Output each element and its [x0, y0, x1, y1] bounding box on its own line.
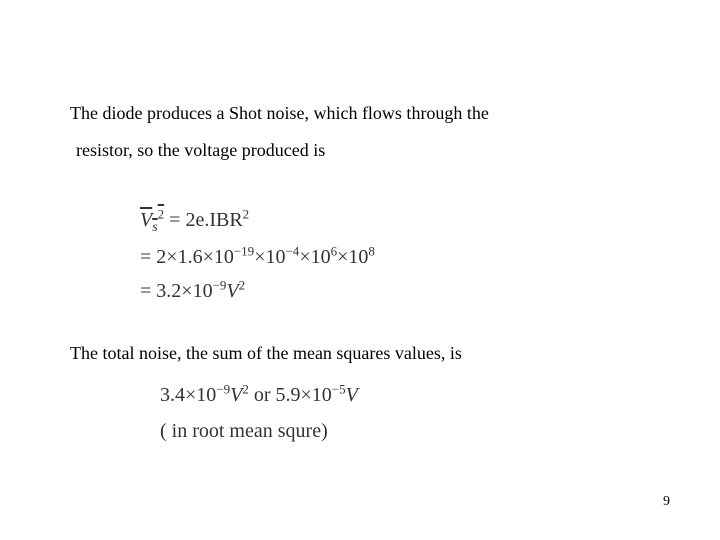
eq2-line-2: ( in root mean squre) — [160, 414, 650, 448]
eq1-line-1: Vs2 = 2e.IBR2 — [140, 204, 650, 239]
paragraph-line-1: The diode produces a Shot noise, which f… — [70, 100, 650, 127]
eq1-line-2: = 2×1.6×10−19×10−4×106×108 — [140, 241, 650, 273]
equation-block-2: 3.4×10−9V2 or 5.9×10−5V ( in root mean s… — [160, 378, 650, 448]
paragraph-line-3: The total noise, the sum of the mean squ… — [70, 343, 650, 364]
page-number: 9 — [663, 494, 670, 510]
equation-block-1: Vs2 = 2e.IBR2 = 2×1.6×10−19×10−4×106×108… — [140, 204, 650, 307]
paragraph-line-2: resistor, so the voltage produced is — [70, 137, 650, 164]
eq2-line-1: 3.4×10−9V2 or 5.9×10−5V — [160, 378, 650, 412]
eq1-line-3: = 3.2×10−9V2 — [140, 275, 650, 307]
